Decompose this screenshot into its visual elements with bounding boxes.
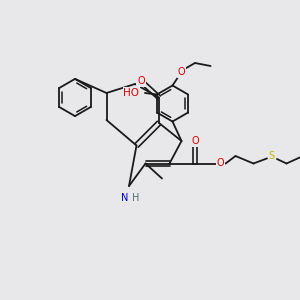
Text: S: S [268, 151, 274, 161]
Text: O: O [217, 158, 224, 169]
Text: O: O [178, 67, 185, 77]
Text: O: O [191, 136, 199, 146]
Text: H: H [132, 193, 139, 203]
Text: N: N [121, 193, 128, 203]
Text: HO: HO [123, 88, 140, 98]
Text: O: O [137, 76, 145, 86]
